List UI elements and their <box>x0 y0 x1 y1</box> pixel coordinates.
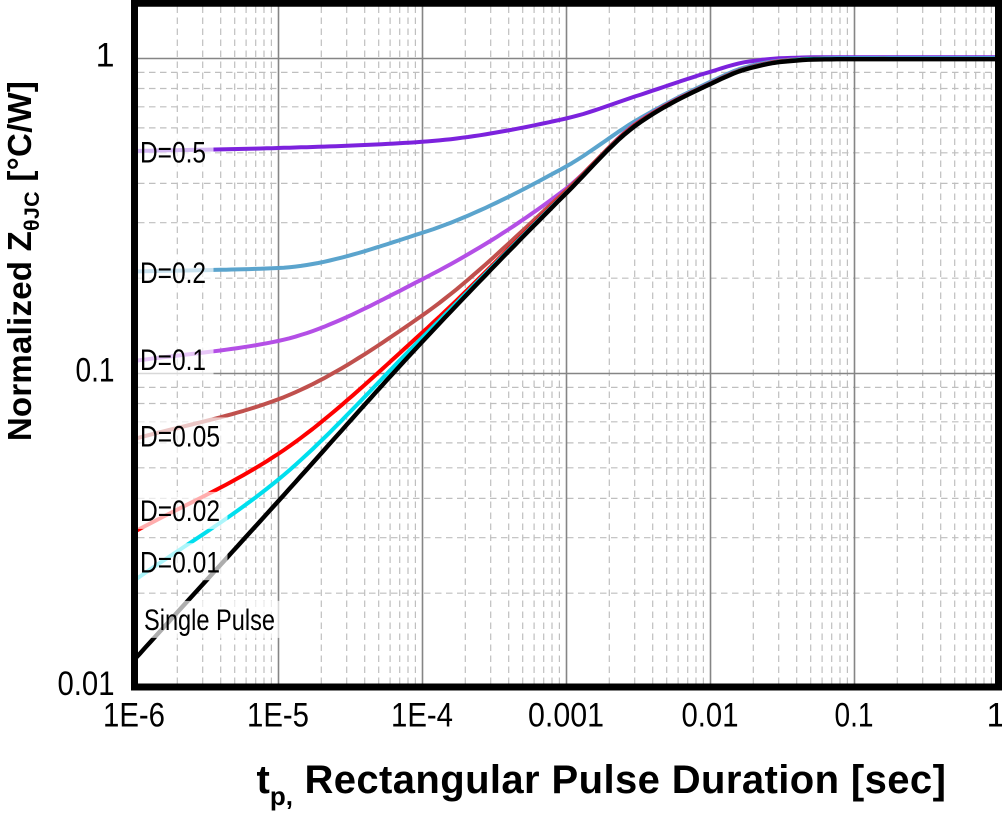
svg-text:D=0.2: D=0.2 <box>140 257 206 290</box>
svg-text:D=0.05: D=0.05 <box>140 421 220 454</box>
svg-text:0.1: 0.1 <box>835 697 874 735</box>
svg-text:0.01: 0.01 <box>58 665 115 703</box>
svg-text:0.001: 0.001 <box>528 697 604 735</box>
svg-text:1E-4: 1E-4 <box>391 697 453 735</box>
svg-text:0.01: 0.01 <box>682 697 739 735</box>
svg-text:D=0.5: D=0.5 <box>140 137 206 170</box>
svg-text:1E-5: 1E-5 <box>247 697 309 735</box>
svg-text:1E-6: 1E-6 <box>103 697 165 735</box>
svg-text:0.1: 0.1 <box>76 352 115 390</box>
svg-text:Single Pulse: Single Pulse <box>144 604 275 637</box>
svg-text:1: 1 <box>96 37 115 75</box>
svg-text:D=0.1: D=0.1 <box>140 344 206 377</box>
svg-text:Normalized ZθJC [°C/W]: Normalized ZθJC [°C/W] <box>1 81 44 441</box>
svg-text:1: 1 <box>987 697 1002 735</box>
svg-text:D=0.01: D=0.01 <box>140 546 220 579</box>
svg-text:D=0.02: D=0.02 <box>140 495 220 528</box>
